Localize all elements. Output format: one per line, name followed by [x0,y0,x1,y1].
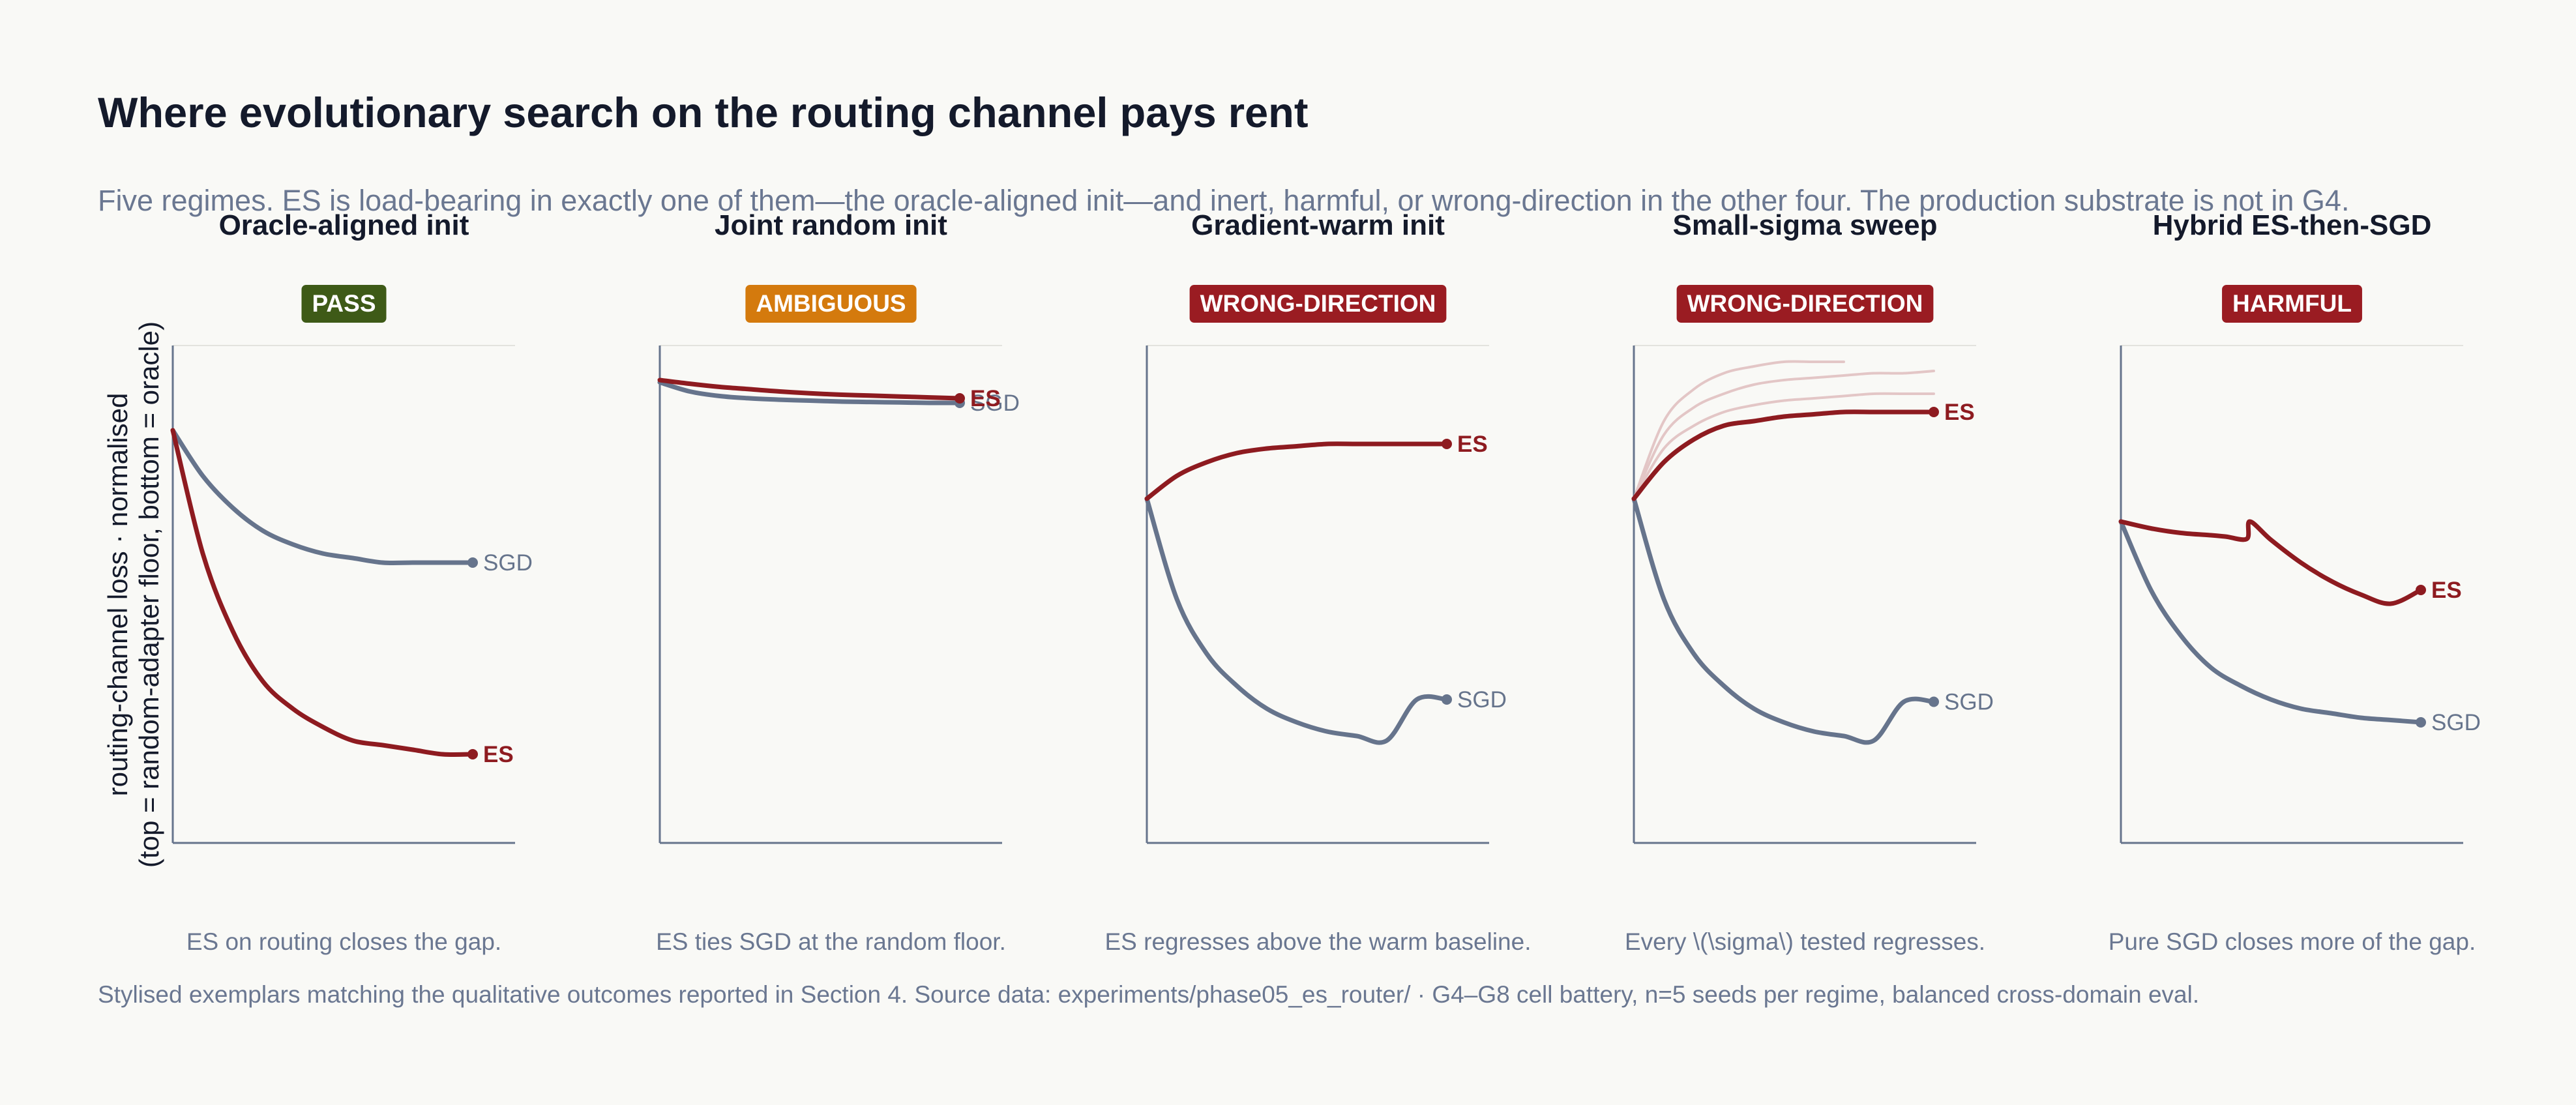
panel-caption: ES regresses above the warm baseline. [1104,928,1531,955]
panel-caption: Pure SGD closes more of the gap. [2109,928,2476,955]
series-line-sgd [1631,496,1936,745]
series-endpoint-es [467,749,478,759]
series-endpoint-es [955,393,965,404]
series-endpoint-es [1442,439,1452,449]
series-line-es [657,377,962,401]
chart-panel-1: Oracle-aligned init PASS SGD ES ES on routin… [102,209,533,955]
series-label-sgd: SGD [1457,687,1507,713]
series-line-sigma [1633,360,1845,500]
chart-panel-4: Small-sigma sweep WRONG-DIRECTION SGD ES Eve… [1625,209,1994,955]
page-title: Where evolutionary search on the routing… [98,89,1309,136]
chart-panel-3: Gradient-warm init WRONG-DIRECTION SGD ES ES… [1104,209,1531,955]
y-axis-label: routing-channel loss · normalised(top = … [102,321,164,868]
series-line-es [2118,519,2423,606]
series-endpoint-sgd [2416,717,2426,728]
series-line-sgd [1144,496,1449,745]
status-badge-bg [2222,285,2362,323]
series-line-es [1144,441,1449,501]
status-badge-label: HARMFUL [2232,290,2352,317]
panel-caption: Every \(\sigma\) tested regresses. [1625,928,1985,955]
status-badge-bg [301,285,387,323]
panel-caption: ES on routing closes the gap. [186,928,501,955]
panel-title: Gradient-warm init [1191,209,1445,241]
series-line-sigma [1633,392,1935,500]
series-label-sgd: SGD [970,390,1020,416]
status-badge-bg [745,285,917,323]
status-badge-label: WRONG-DIRECTION [1200,290,1436,317]
series-line-sgd [2118,519,2423,725]
status-badge: HARMFUL [2222,285,2362,323]
series-label-es: ES [1944,400,1975,425]
series-endpoint-sgd [1929,696,1939,707]
series-line-es [170,428,475,758]
panel-title: Small-sigma sweep [1673,209,1938,241]
series-line-es [1631,409,1936,501]
series-line-sigma [1633,370,1935,500]
series-label-es: ES [483,742,514,767]
panel-title: Oracle-aligned init [219,209,469,241]
chart-panel-5: Hybrid ES-then-SGD HARMFUL SGD ES Pure SGD c… [2109,209,2481,955]
panel-title: Joint random init [715,209,947,241]
status-badge-label: PASS [312,290,376,317]
series-label-es: ES [1457,432,1488,457]
series-label-sgd: SGD [483,550,533,576]
status-badge-bg [1189,285,1447,323]
series-line-sgd [170,428,475,566]
series-label-es: ES [970,386,1001,411]
series-label-sgd: SGD [1944,690,1994,715]
status-badge: PASS [301,285,387,323]
status-badge: WRONG-DIRECTION [1189,285,1447,323]
status-badge: AMBIGUOUS [745,285,917,323]
panel-title: Hybrid ES-then-SGD [2153,209,2432,241]
footer-note: Stylised exemplars matching the qualitat… [98,981,2200,1008]
series-line-sgd [657,380,962,405]
status-badge-label: AMBIGUOUS [756,290,906,317]
panel-caption: ES ties SGD at the random floor. [656,928,1006,955]
series-endpoint-es [1929,407,1939,417]
series-label-sgd: SGD [2431,710,2481,735]
status-badge: WRONG-DIRECTION [1676,285,1934,323]
series-label-es: ES [2431,578,2462,603]
status-badge-label: WRONG-DIRECTION [1687,290,1923,317]
series-endpoint-sgd [467,557,478,568]
status-badge-bg [1676,285,1934,323]
series-endpoint-es [2416,585,2426,595]
page-subtitle: Five regimes. ES is load-bearing in exac… [98,184,2350,217]
series-endpoint-sgd [1442,694,1452,705]
